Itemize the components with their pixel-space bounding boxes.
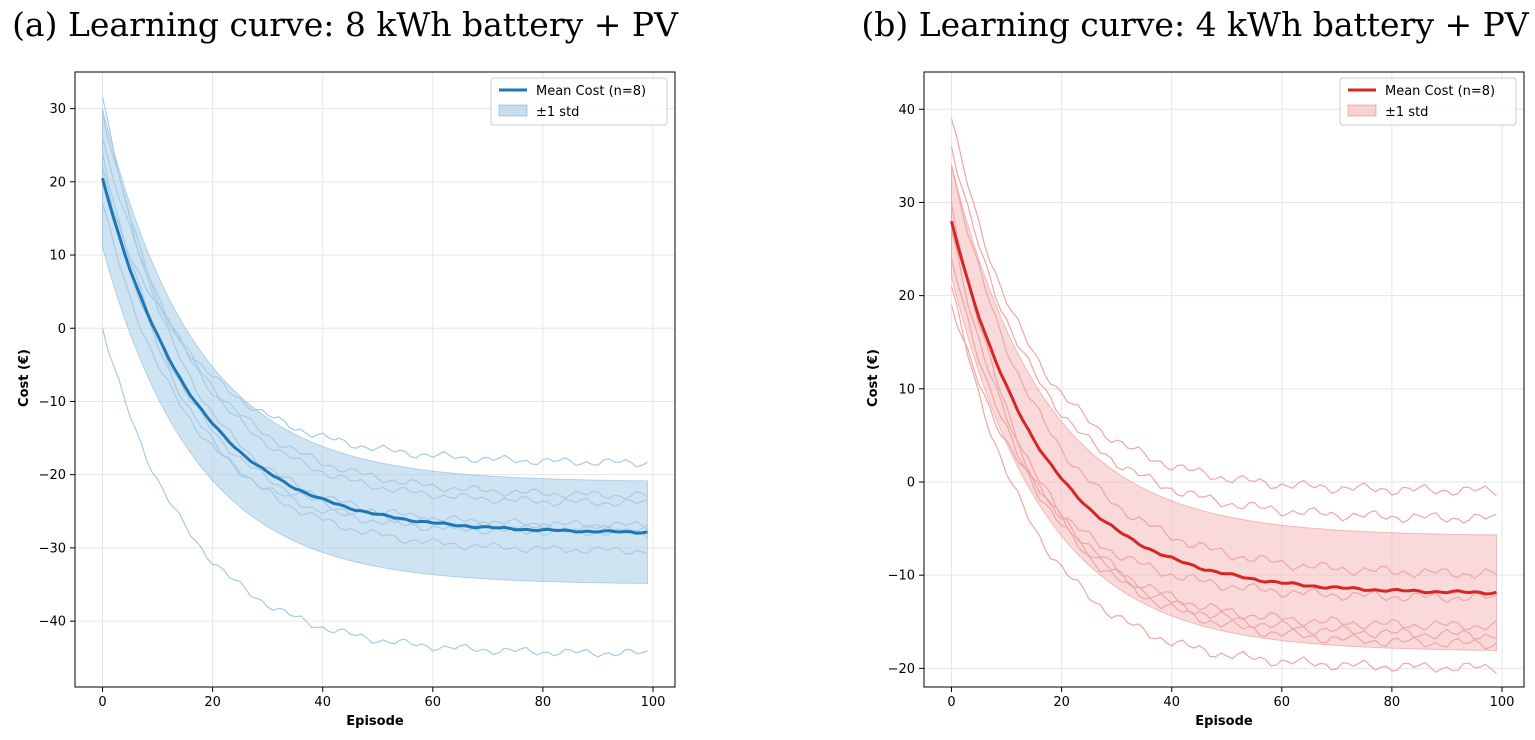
mean-line [101,177,648,535]
legend-box [490,77,668,126]
run-line [101,167,648,555]
legend-box [1339,77,1517,126]
run-line [950,230,1497,640]
y-tick-label: 0 [907,476,915,491]
y-tick-label: 10 [898,382,915,397]
y-tick-label: −10 [888,569,915,584]
legend-band-swatch [1347,104,1377,117]
x-tick-label: 100 [641,695,666,710]
plot-frame [74,71,676,688]
chart-a-ylabel: Cost (€) [17,349,32,407]
run-line [950,146,1497,524]
chart-b-xlabel: Episode [1195,714,1253,729]
run-line [950,165,1497,579]
std-band [102,108,648,585]
run-line [101,328,648,658]
x-tick-label: 20 [1053,695,1070,710]
x-tick-label: 80 [1384,695,1401,710]
y-tick-label: −10 [39,395,66,410]
y-tick-label: 20 [898,289,915,304]
run-line [101,137,648,500]
x-tick-label: 40 [314,695,331,710]
run-line [950,304,1497,604]
y-tick-label: 10 [49,249,66,264]
legend-mean-label: Mean Cost (n=8) [1385,84,1495,99]
y-tick-label: −30 [39,541,66,556]
mean-line [950,220,1497,596]
run-line [950,118,1497,497]
y-tick-label: 20 [49,175,66,190]
chart-a-xlabel: Episode [346,714,404,729]
x-tick-label: 60 [1274,695,1291,710]
plot-frame [923,71,1525,688]
legend-band-swatch [498,104,528,117]
y-tick-label: −20 [888,662,915,677]
x-tick-label: 0 [947,695,955,710]
chart-b-ylabel: Cost (€) [866,349,881,407]
run-line [101,97,648,530]
y-tick-label: 30 [898,196,915,211]
chart-a-title: (a) Learning curve: 8 kWh battery + PV [12,5,679,44]
legend-band-label: ±1 std [536,105,579,120]
y-tick-label: 0 [58,322,66,337]
y-tick-label: 30 [49,102,66,117]
run-line [950,202,1497,631]
x-tick-label: 60 [425,695,442,710]
x-tick-label: 0 [98,695,106,710]
x-tick-label: 100 [1490,695,1515,710]
x-tick-label: 20 [204,695,221,710]
x-tick-label: 80 [535,695,552,710]
run-line [101,181,648,468]
legend-mean-label: Mean Cost (n=8) [536,84,646,99]
std-band [951,165,1497,652]
y-tick-label: −40 [39,615,66,630]
chart-b-title: (b) Learning curve: 4 kWh battery + PV [861,5,1529,44]
x-tick-label: 40 [1163,695,1180,710]
run-line [950,258,1497,650]
y-tick-label: −20 [39,468,66,483]
y-tick-label: 40 [898,103,915,118]
run-line [950,286,1497,675]
run-line [101,112,648,508]
legend-band-label: ±1 std [1385,105,1428,120]
